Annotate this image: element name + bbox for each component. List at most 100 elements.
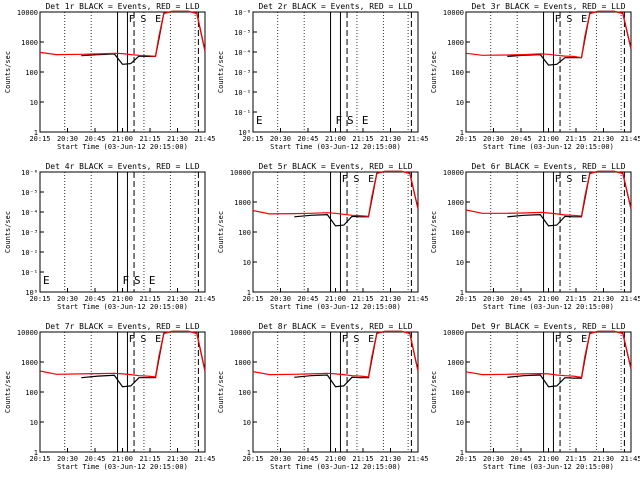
x-axis-label: Start Time (03-Jun-12 20:15:00) <box>270 303 401 311</box>
x-tick-label: 21:15 <box>565 455 586 463</box>
x-tick-label: 20:15 <box>29 295 50 303</box>
marker-label-s: S <box>566 174 572 185</box>
y-tick-label: 10 <box>456 419 464 427</box>
marker-label-e: E <box>155 334 161 345</box>
x-axis-label: Start Time (03-Jun-12 20:15:00) <box>57 303 188 311</box>
x-tick-label: 21:00 <box>538 455 559 463</box>
marker-label-left: E <box>43 274 50 287</box>
plot-title: Det 2r BLACK = Events, RED = LLD <box>258 2 412 11</box>
y-tick-label: 100 <box>238 229 251 237</box>
x-tick-label: 21:30 <box>167 455 188 463</box>
y-tick-label: 10000 <box>443 329 464 337</box>
x-tick-label: 20:15 <box>29 455 50 463</box>
y-tick-label: 10⁻⁵ <box>21 189 38 197</box>
marker-label-e: E <box>362 114 369 127</box>
x-axis-label: Start Time (03-Jun-12 20:15:00) <box>483 143 614 151</box>
y-axis-label: Counts/sec <box>430 51 438 93</box>
plot-panel-7: Det 7r BLACK = Events, RED = LLD 20:15 20:… <box>4 322 216 471</box>
marker-label-s: S <box>347 114 354 127</box>
x-tick-label: 20:30 <box>57 135 78 143</box>
x-tick-label: 21:15 <box>352 455 373 463</box>
series-line-lld <box>465 10 632 59</box>
x-tick-label: 21:30 <box>593 135 614 143</box>
y-tick-label: 10000 <box>443 169 464 177</box>
x-tick-label: 21:30 <box>593 295 614 303</box>
x-tick-label: 21:45 <box>407 135 428 143</box>
plot-panel-6: Det 6r BLACK = Events, RED = LLD 20:15 20:… <box>430 162 640 311</box>
x-tick-label: 21:45 <box>407 295 428 303</box>
marker-label-f: F <box>555 174 561 185</box>
marker-label-f: F <box>335 114 342 127</box>
y-axis-label: Counts/sec <box>217 211 225 253</box>
marker-label-f: F <box>555 334 561 345</box>
y-tick-label: 10 <box>456 99 464 107</box>
x-tick-label: 21:15 <box>352 295 373 303</box>
y-tick-label: 1 <box>247 289 251 297</box>
y-axis-label: Counts/sec <box>430 211 438 253</box>
series-line-lld <box>39 330 206 378</box>
x-tick-label: 21:30 <box>167 295 188 303</box>
plot-panel-1: Det 1r BLACK = Events, RED = LLD 20:15 20:… <box>4 2 216 151</box>
x-axis-label: Start Time (03-Jun-12 20:15:00) <box>57 143 188 151</box>
series-line-lld <box>465 330 632 378</box>
x-tick-label: 21:30 <box>380 295 401 303</box>
x-tick-label: 20:45 <box>510 295 531 303</box>
y-tick-label: 10 <box>30 419 38 427</box>
y-tick-label: 10⁻⁴ <box>234 49 251 57</box>
x-tick-label: 20:45 <box>84 455 105 463</box>
x-tick-label: 20:45 <box>510 135 531 143</box>
x-tick-label: 20:45 <box>84 135 105 143</box>
y-axis-label: Counts/sec <box>217 51 225 93</box>
x-tick-label: 21:30 <box>593 455 614 463</box>
x-tick-label: 21:00 <box>112 135 133 143</box>
y-tick-label: 1000 <box>447 359 464 367</box>
y-tick-label: 10000 <box>230 329 251 337</box>
marker-label-s: S <box>134 274 141 287</box>
y-tick-label: 10 <box>456 259 464 267</box>
marker-label-e: E <box>581 334 587 345</box>
marker-label-f: F <box>342 174 348 185</box>
x-tick-label: 21:45 <box>620 455 640 463</box>
x-tick-label: 21:15 <box>565 135 586 143</box>
plot-title: Det 9r BLACK = Events, RED = LLD <box>471 322 625 331</box>
y-tick-label: 10 <box>243 419 251 427</box>
y-tick-label: 10⁰ <box>25 289 38 297</box>
x-tick-label: 21:45 <box>194 455 215 463</box>
plot-panel-5: Det 5r BLACK = Events, RED = LLD 20:15 20:… <box>217 162 429 311</box>
series-line-lld <box>252 170 419 218</box>
y-tick-label: 10⁻³ <box>234 69 251 77</box>
x-tick-label: 21:15 <box>139 455 160 463</box>
x-tick-label: 20:45 <box>297 455 318 463</box>
y-tick-label: 10⁻⁵ <box>234 29 251 37</box>
y-tick-label: 1000 <box>21 359 38 367</box>
y-tick-label: 1 <box>247 449 251 457</box>
x-tick-label: 21:15 <box>139 295 160 303</box>
marker-label-f: F <box>129 334 135 345</box>
x-tick-label: 21:00 <box>538 135 559 143</box>
y-tick-label: 10000 <box>17 329 38 337</box>
x-tick-label: 20:15 <box>455 295 476 303</box>
x-tick-label: 20:45 <box>297 135 318 143</box>
marker-label-f: F <box>122 274 129 287</box>
x-tick-label: 20:45 <box>84 295 105 303</box>
x-tick-label: 20:45 <box>297 295 318 303</box>
x-tick-label: 20:30 <box>57 455 78 463</box>
y-tick-label: 10⁻¹ <box>21 269 38 277</box>
y-tick-label: 100 <box>451 229 464 237</box>
y-tick-label: 1000 <box>234 199 251 207</box>
x-axis-label: Start Time (03-Jun-12 20:15:00) <box>57 463 188 471</box>
x-tick-label: 21:00 <box>325 295 346 303</box>
y-axis-label: Counts/sec <box>4 211 12 253</box>
x-tick-label: 20:30 <box>270 455 291 463</box>
marker-label-s: S <box>353 174 359 185</box>
marker-label-e: E <box>581 14 587 25</box>
y-tick-label: 1 <box>460 449 464 457</box>
y-tick-label: 1 <box>34 449 38 457</box>
y-tick-label: 1000 <box>447 199 464 207</box>
plot-title: Det 7r BLACK = Events, RED = LLD <box>45 322 199 331</box>
x-tick-label: 21:30 <box>380 135 401 143</box>
x-tick-label: 21:15 <box>352 135 373 143</box>
x-axis-label: Start Time (03-Jun-12 20:15:00) <box>483 303 614 311</box>
